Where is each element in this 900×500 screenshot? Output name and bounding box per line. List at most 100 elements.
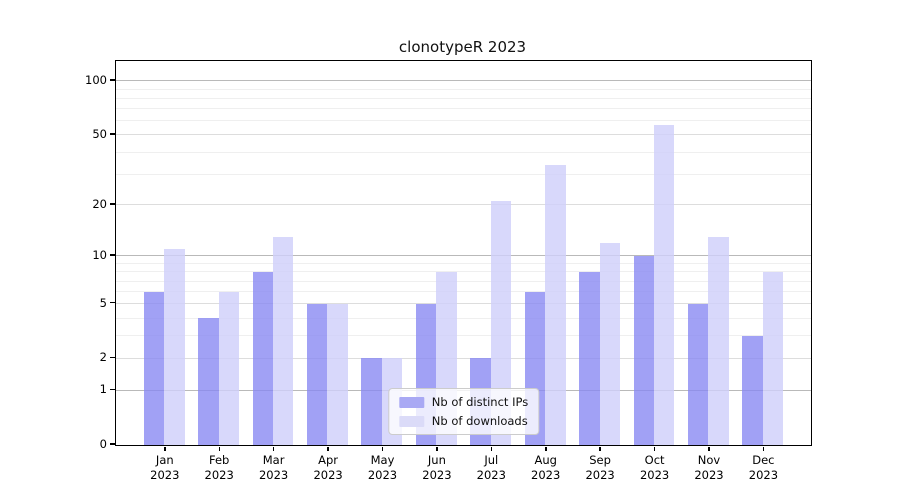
gridline-minor: [116, 291, 811, 292]
x-tick-mark: [545, 447, 547, 452]
x-tick-mark: [272, 447, 275, 452]
x-tick-label: Mar 2023: [242, 453, 306, 483]
y-tick-mark: [110, 254, 115, 256]
x-tick-label: Oct 2023: [623, 453, 687, 483]
x-tick-month: Sep: [589, 453, 611, 467]
legend-swatch: [398, 396, 424, 408]
y-tick-mark: [110, 203, 115, 205]
y-tick-label: 10: [92, 247, 107, 262]
gridline-minor: [116, 151, 811, 153]
x-tick-label: Nov 2023: [677, 453, 741, 483]
bar: [654, 124, 675, 445]
y-tick-label: 0: [99, 437, 107, 451]
x-tick-year: 2023: [258, 468, 289, 482]
bar: [327, 303, 348, 445]
x-tick-label: May 2023: [351, 453, 415, 483]
plot-area: Nb of distinct IPs Nb of downloads: [115, 60, 812, 446]
x-tick-mark: [708, 447, 710, 452]
bar: [252, 271, 274, 445]
bar: [307, 303, 328, 445]
y-tick-label: 100: [85, 72, 107, 87]
x-tick-year: 2023: [585, 468, 615, 482]
x-tick-year: 2023: [639, 468, 670, 482]
gridline-minor: [116, 280, 811, 282]
legend-swatch: [398, 415, 424, 427]
x-tick-label: Apr 2023: [296, 453, 360, 483]
bar: [198, 318, 219, 445]
y-tick-label: 50: [92, 126, 107, 141]
x-tick-label: Jun 2023: [405, 453, 469, 483]
gridline-minor: [116, 262, 811, 264]
bar: [599, 242, 620, 445]
bar: [218, 291, 240, 445]
bar-group-dec: [736, 61, 790, 445]
x-tick-label: Jul 2023: [459, 453, 523, 483]
y-tick-mark: [110, 301, 115, 304]
x-tick-label: Feb 2023: [187, 453, 251, 483]
x-tick-mark: [164, 447, 166, 452]
bar-group-mar: [246, 61, 300, 445]
x-tick-mark: [327, 447, 329, 452]
y-tick-mark: [110, 356, 115, 359]
x-tick-mark: [490, 447, 493, 452]
bar-group-feb: [191, 61, 245, 445]
x-tick-month: Apr: [318, 453, 339, 467]
x-tick-mark: [436, 447, 438, 452]
x-tick-month: Aug: [534, 453, 557, 467]
bar: [708, 236, 729, 445]
x-tick-month: Feb: [209, 453, 230, 467]
gridline-labeled: [116, 357, 811, 359]
x-tick-label: Aug 2023: [514, 453, 578, 483]
bar-group-sep: [572, 61, 626, 445]
x-tick-year: 2023: [150, 468, 180, 482]
x-tick-mark: [218, 447, 220, 452]
bar-group-jan: [137, 61, 191, 445]
legend-label: Nb of distinct IPs: [431, 395, 529, 409]
x-tick-mark: [599, 447, 601, 452]
bar: [633, 255, 654, 445]
x-tick-mark: [762, 447, 765, 452]
bar-group-nov: [681, 61, 735, 445]
bar: [273, 236, 294, 445]
x-tick-mark: [653, 447, 656, 452]
gridline-labeled: [116, 204, 811, 206]
x-tick-month: Jan: [155, 453, 174, 467]
x-tick-month: Jul: [484, 453, 499, 467]
y-tick-label: 5: [99, 295, 107, 310]
x-tick-year: 2023: [204, 468, 234, 482]
bar: [490, 201, 512, 445]
x-tick-month: Dec: [752, 453, 775, 467]
x-tick-label: Sep 2023: [568, 453, 632, 483]
x-tick-year: 2023: [422, 468, 452, 482]
x-tick-year: 2023: [476, 468, 506, 482]
y-tick-mark: [110, 79, 115, 81]
chart-title: clonotypeR 2023: [398, 38, 527, 56]
x-tick-month: Mar: [262, 453, 285, 467]
x-tick-year: 2023: [748, 468, 779, 482]
bar: [361, 358, 382, 445]
gridline-minor: [116, 108, 811, 110]
bar: [762, 271, 784, 445]
bar: [164, 249, 185, 445]
legend: Nb of distinct IPs Nb of downloads: [387, 388, 540, 435]
gridline-minor: [116, 173, 811, 175]
y-tick-mark: [110, 443, 115, 445]
y-tick-mark: [110, 388, 115, 391]
y-tick-mark: [110, 133, 115, 135]
x-tick-month: Oct: [644, 453, 665, 467]
bar: [688, 303, 709, 445]
y-tick-label: 20: [92, 196, 107, 211]
y-tick-label: 2: [99, 350, 107, 365]
gridline-labeled: [116, 303, 811, 305]
bar-group-oct: [627, 61, 681, 445]
gridline-minor: [116, 120, 811, 122]
y-tick-label: 1: [99, 382, 107, 397]
gridline-decade: [116, 255, 811, 257]
gridline-minor: [116, 317, 811, 319]
legend-label: Nb of downloads: [431, 414, 528, 428]
gridline-minor: [116, 335, 811, 337]
x-tick-year: 2023: [694, 468, 724, 482]
x-tick-month: Nov: [697, 453, 721, 467]
bar-group-apr: [300, 61, 354, 445]
